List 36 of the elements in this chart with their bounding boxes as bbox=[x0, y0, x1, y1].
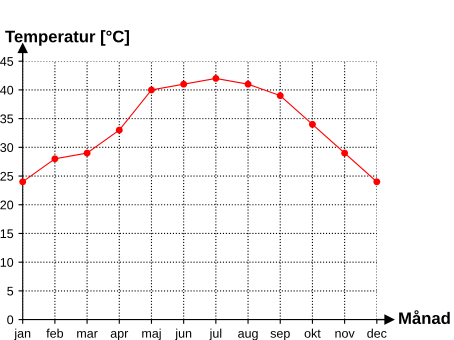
x-tick-label: okt bbox=[304, 328, 321, 338]
y-tick-label: 10 bbox=[0, 258, 14, 267]
point bbox=[19, 178, 26, 186]
y-tick-label: 35 bbox=[0, 114, 14, 124]
y-tick-label: 45 bbox=[0, 57, 14, 66]
x-tick-label: maj bbox=[142, 328, 161, 340]
y-axis-title: Temperatur [°C] bbox=[5, 30, 129, 46]
y-tick-label: 25 bbox=[0, 172, 14, 181]
y-tick-label: 40 bbox=[0, 86, 14, 95]
point bbox=[308, 120, 316, 128]
x-tick-label: mar bbox=[77, 330, 98, 338]
y-tick-label: 20 bbox=[0, 200, 14, 210]
y-tick-label: 15 bbox=[0, 229, 14, 238]
x-tick-label: jun bbox=[175, 328, 192, 340]
point bbox=[51, 155, 58, 162]
x-tick-label: aug bbox=[238, 330, 258, 340]
point bbox=[276, 92, 284, 100]
point bbox=[244, 80, 252, 88]
y-tick-label: 5 bbox=[7, 286, 14, 296]
x-tick-label: apr bbox=[110, 330, 128, 340]
y-tick-label: 30 bbox=[0, 143, 14, 152]
point bbox=[84, 150, 91, 157]
x-axis-title: Månad bbox=[399, 310, 450, 324]
point bbox=[341, 150, 348, 157]
x-tick-label: jan bbox=[14, 328, 30, 340]
point bbox=[212, 74, 220, 82]
x-tick-label: dec bbox=[367, 328, 387, 338]
x-tick-label: jul bbox=[209, 328, 222, 340]
x-tick-label: sep bbox=[270, 330, 290, 340]
point bbox=[373, 178, 380, 186]
y-tick-label: 0 bbox=[7, 315, 14, 324]
point bbox=[148, 86, 155, 94]
x-tick-label: nov bbox=[335, 330, 355, 338]
point bbox=[180, 80, 188, 88]
x-tick-label: feb bbox=[46, 328, 64, 338]
point bbox=[116, 126, 123, 134]
